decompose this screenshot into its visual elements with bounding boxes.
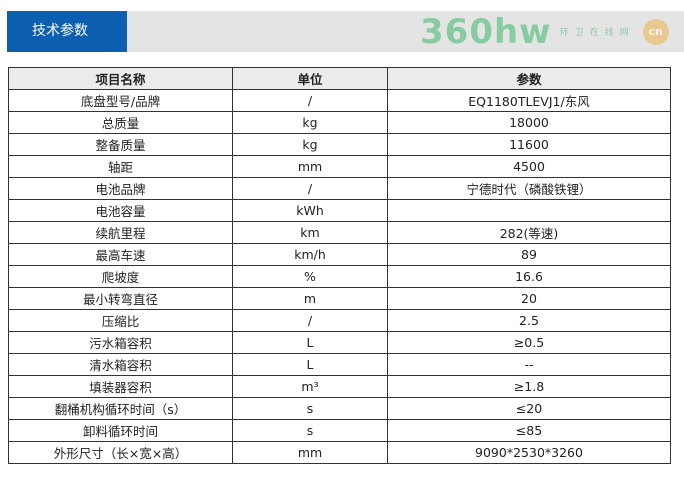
cell-value: 4500: [387, 155, 671, 178]
table-row: 整备质量 kg 11600: [8, 133, 671, 156]
cell-name: 总质量: [8, 111, 233, 134]
section-title-tab: 技术参数: [7, 11, 127, 52]
table-row: 底盘型号/品牌 / EQ1180TLEVJ1/东风: [8, 89, 671, 112]
section-header: 技术参数: [7, 11, 684, 52]
cell-value: 20: [387, 287, 671, 310]
cell-name: 清水箱容积: [8, 353, 233, 376]
cell-unit: %: [232, 265, 388, 288]
table-row: 最小转弯直径 m 20: [8, 287, 671, 310]
cell-value: 宁德时代（磷酸铁锂）: [387, 177, 671, 200]
cell-value: 18000: [387, 111, 671, 134]
cell-value: --: [387, 353, 671, 376]
table-row: 电池容量 kWh: [8, 199, 671, 222]
cell-unit: s: [232, 419, 388, 442]
table-row: 翻桶机构循环时间（s） s ≤20: [8, 397, 671, 420]
cell-unit: kg: [232, 133, 388, 156]
table-row: 污水箱容积 L ≥0.5: [8, 331, 671, 354]
cell-value: [387, 199, 671, 222]
spec-table: 项目名称 单位 参数 底盘型号/品牌 / EQ1180TLEVJ1/东风 总质量 kg 1…: [8, 67, 671, 464]
cell-value: 16.6: [387, 265, 671, 288]
cell-name: 续航里程: [8, 221, 233, 244]
table-row: 外形尺寸（长×宽×高） mm 9090*2530*3260: [8, 441, 671, 464]
cell-unit: km: [232, 221, 388, 244]
cell-name: 电池品牌: [8, 177, 233, 200]
table-row: 轴距 mm 4500: [8, 155, 671, 178]
cell-name: 翻桶机构循环时间（s）: [8, 397, 233, 420]
column-header-name: 项目名称: [8, 67, 233, 90]
cell-name: 电池容量: [8, 199, 233, 222]
cell-unit: kg: [232, 111, 388, 134]
table-row: 填装器容积 m³ ≥1.8: [8, 375, 671, 398]
cell-unit: m: [232, 287, 388, 310]
cell-value: 2.5: [387, 309, 671, 332]
cell-name: 轴距: [8, 155, 233, 178]
table-header-row: 项目名称 单位 参数: [8, 67, 671, 90]
cell-unit: s: [232, 397, 388, 420]
cell-value: ≥0.5: [387, 331, 671, 354]
table-row: 总质量 kg 18000: [8, 111, 671, 134]
cell-unit: /: [232, 89, 388, 112]
cell-value: ≤20: [387, 397, 671, 420]
cell-value: 282(等速): [387, 221, 671, 244]
column-header-value: 参数: [387, 67, 671, 90]
table-row: 续航里程 km 282(等速): [8, 221, 671, 244]
cell-value: 89: [387, 243, 671, 266]
cell-unit: mm: [232, 441, 388, 464]
cell-unit: /: [232, 309, 388, 332]
cell-unit: L: [232, 331, 388, 354]
cell-name: 污水箱容积: [8, 331, 233, 354]
cell-unit: mm: [232, 155, 388, 178]
cell-name: 整备质量: [8, 133, 233, 156]
table-row: 最高车速 km/h 89: [8, 243, 671, 266]
cell-value: 9090*2530*3260: [387, 441, 671, 464]
cell-name: 填装器容积: [8, 375, 233, 398]
cell-name: 爬坡度: [8, 265, 233, 288]
cell-unit: L: [232, 353, 388, 376]
cell-unit: km/h: [232, 243, 388, 266]
cell-name: 底盘型号/品牌: [8, 89, 233, 112]
cell-name: 压缩比: [8, 309, 233, 332]
cell-unit: kWh: [232, 199, 388, 222]
table-row: 爬坡度% 16.6: [8, 265, 671, 288]
table-row: 电池品牌 / 宁德时代（磷酸铁锂）: [8, 177, 671, 200]
cell-value: ≥1.8: [387, 375, 671, 398]
cell-unit: /: [232, 177, 388, 200]
table-row: 卸料循环时间 s ≤85: [8, 419, 671, 442]
cell-unit: m³: [232, 375, 388, 398]
cell-name: 卸料循环时间: [8, 419, 233, 442]
cell-value: EQ1180TLEVJ1/东风: [387, 89, 671, 112]
cell-value: 11600: [387, 133, 671, 156]
column-header-unit: 单位: [232, 67, 388, 90]
cell-name: 外形尺寸（长×宽×高）: [8, 441, 233, 464]
table-row: 清水箱容积 L --: [8, 353, 671, 376]
cell-value: ≤85: [387, 419, 671, 442]
cell-name: 最小转弯直径: [8, 287, 233, 310]
cell-name: 最高车速: [8, 243, 233, 266]
table-row: 压缩比/2.5: [8, 309, 671, 332]
